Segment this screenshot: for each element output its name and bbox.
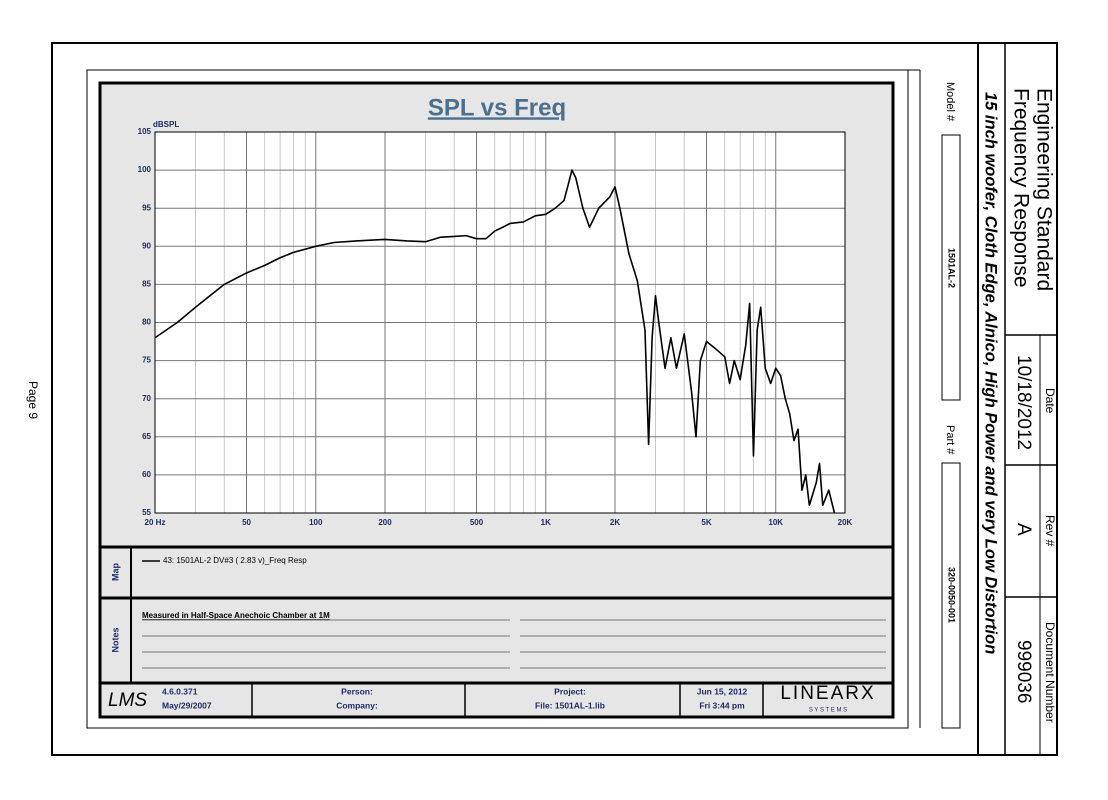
part-label: Part # — [944, 425, 956, 455]
x-tick-label: 100 — [309, 518, 323, 527]
y-tick-label: 100 — [138, 165, 152, 174]
date-label: Date — [1043, 388, 1057, 414]
y-tick-label: 85 — [142, 280, 151, 289]
part-box — [941, 462, 961, 729]
doc-title: Engineering Standard — [1032, 88, 1055, 291]
model-label: Model # — [944, 82, 956, 122]
map-label: Map — [110, 562, 120, 581]
y-tick-label: 95 — [142, 203, 151, 212]
version-date: May/29/2007 — [162, 700, 212, 710]
y-tick-label: 80 — [142, 318, 151, 327]
footer-dividers — [251, 683, 764, 717]
doc-number: 999036 — [1013, 640, 1034, 703]
company: Company: — [336, 700, 378, 710]
doc-subtitle: Frequency Response — [1009, 88, 1032, 288]
plot-border — [154, 131, 846, 514]
notes-label: Notes — [110, 627, 120, 652]
y-tick-label: 105 — [138, 127, 152, 136]
rev-label: Rev # — [1043, 515, 1057, 547]
x-tick-label: 10K — [768, 518, 783, 527]
x-tick-label: 20K — [838, 518, 853, 527]
y-tick-label: 90 — [142, 241, 151, 250]
version: 4.6.0.371 — [162, 686, 198, 696]
model: 1501AL-2 — [947, 248, 957, 288]
x-tick-label: 500 — [470, 518, 484, 527]
y-axis-label: dBSPL — [153, 120, 179, 129]
note: Measured in Half-Space Anechoic Chamber … — [142, 611, 330, 620]
date: 10/18/2012 — [1013, 355, 1034, 450]
brand-sub: S Y S T E M S — [809, 708, 847, 714]
series-line — [154, 169, 836, 514]
y-tick-label: 60 — [142, 470, 151, 479]
print-time: Fri 3:44 pm — [699, 700, 745, 710]
frame — [86, 69, 909, 729]
page-label: Page 9 — [26, 381, 40, 419]
model-box — [941, 134, 961, 401]
page-border — [51, 42, 1058, 756]
y-tick-label: 55 — [142, 508, 151, 517]
x-tick-label: 200 — [378, 518, 392, 527]
print-date: Jun 15, 2012 — [697, 686, 748, 696]
x-tick-label: 50 — [242, 518, 251, 527]
chart-title: SPL vs Freq — [428, 94, 566, 121]
x-tick-label: 2K — [610, 518, 620, 527]
person: Person: — [341, 686, 373, 696]
brand: LINEARX — [780, 683, 875, 704]
file: File: 1501AL-1.lib — [535, 700, 605, 710]
description: 15 inch woofer, Cloth Edge, Alnico, High… — [982, 92, 1000, 654]
y-tick-label: 70 — [142, 394, 151, 403]
part: 320-0050-001 — [947, 567, 957, 623]
legend-entry: 43: 1501AL-2 DV#3 ( 2.83 v)_Freq Resp — [163, 556, 307, 565]
note-lines — [142, 619, 886, 669]
x-tick-label: 5K — [701, 518, 711, 527]
doc-number-label: Document Number — [1043, 622, 1057, 723]
project: Project: — [554, 686, 586, 696]
x-tick-label: 1K — [541, 518, 551, 527]
logo: LMS — [108, 690, 147, 711]
x-tick-label: 20 Hz — [145, 518, 166, 527]
y-tick-label: 65 — [142, 432, 151, 441]
rev: A — [1013, 523, 1034, 536]
y-tick-label: 75 — [142, 356, 151, 365]
